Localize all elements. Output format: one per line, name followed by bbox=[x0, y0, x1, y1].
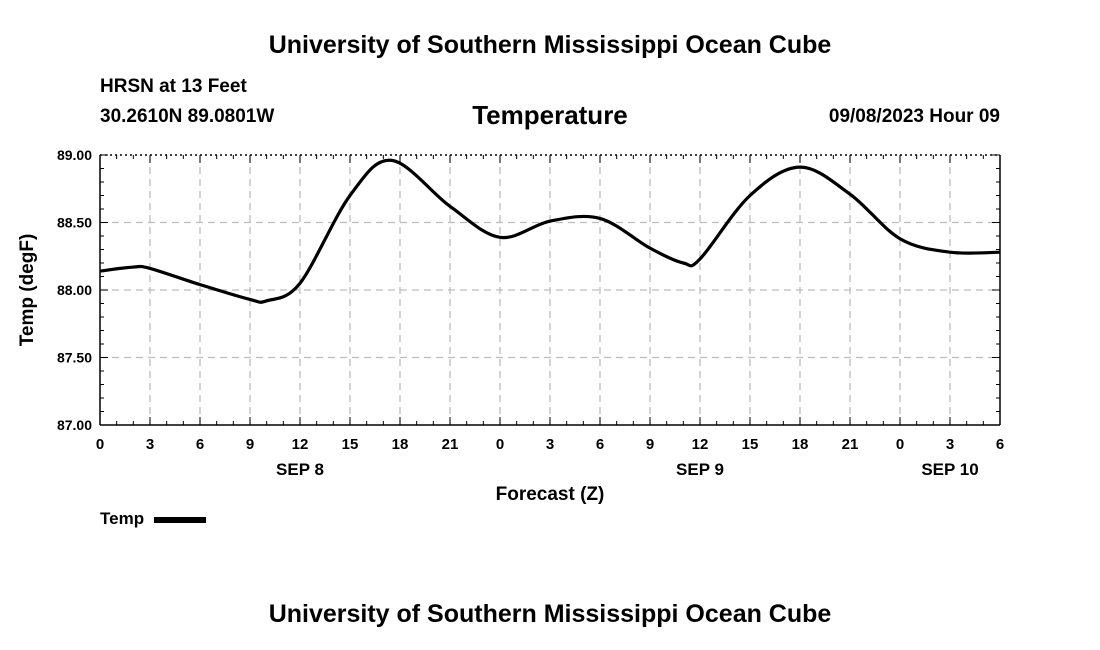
x-tick-label: 0 bbox=[96, 436, 104, 453]
date-label: SEP 9 bbox=[676, 460, 724, 479]
x-tick-label: 3 bbox=[546, 436, 554, 453]
x-tick-label: 6 bbox=[596, 436, 604, 453]
x-tick-label: 21 bbox=[842, 436, 859, 453]
temp-series-line bbox=[99, 158, 1001, 304]
x-tick-label: 12 bbox=[692, 436, 709, 453]
legend-line-swatch bbox=[154, 517, 207, 523]
x-tick-label: 6 bbox=[196, 436, 204, 453]
x-tick-label: 6 bbox=[996, 436, 1004, 453]
station-label: HRSN at 13 Feet bbox=[100, 76, 247, 97]
legend-label: Temp bbox=[100, 509, 145, 528]
x-tick-label: 3 bbox=[946, 436, 954, 453]
temperature-chart: 0 3 6 9 12 15 18 21 0 3 6 9 12 15 18 21 0 3 6 87.00 87.50 88.… bbox=[17, 147, 1004, 505]
y-tick-label: 87.00 bbox=[57, 417, 92, 433]
chart-title-top: University of Southern Mississippi Ocean… bbox=[268, 31, 832, 59]
x-axis-title: Forecast (Z) bbox=[496, 484, 605, 505]
x-tick-label: 9 bbox=[646, 436, 654, 453]
parameter-title: Temperature bbox=[472, 100, 628, 130]
x-tick-label: 3 bbox=[146, 436, 154, 453]
x-tick-label: 0 bbox=[896, 436, 904, 453]
y-axis-title: Temp (degF) bbox=[17, 234, 38, 347]
legend: Temp bbox=[100, 509, 207, 529]
y-tick-label: 89.00 bbox=[57, 147, 92, 163]
x-tick-label: 15 bbox=[742, 436, 759, 453]
x-tick-label: 18 bbox=[392, 436, 409, 453]
y-tick-label: 88.50 bbox=[57, 215, 92, 231]
forecast-datetime: 09/08/2023 Hour 09 bbox=[828, 106, 1000, 127]
y-tick-label: 88.00 bbox=[57, 282, 92, 298]
x-tick-label: 18 bbox=[792, 436, 809, 453]
x-tick-label: 15 bbox=[342, 436, 359, 453]
date-label: SEP 8 bbox=[276, 460, 324, 479]
chart-title-bottom: University of Southern Mississippi Ocean… bbox=[268, 600, 832, 628]
x-tick-label: 9 bbox=[246, 436, 254, 453]
x-tick-label: 21 bbox=[442, 436, 459, 453]
date-label: SEP 10 bbox=[921, 460, 978, 479]
y-tick-label: 87.50 bbox=[57, 350, 92, 366]
x-tick-label: 12 bbox=[292, 436, 309, 453]
x-tick-label: 0 bbox=[496, 436, 504, 453]
station-coordinates: 30.2610N 89.0801W bbox=[100, 106, 275, 127]
